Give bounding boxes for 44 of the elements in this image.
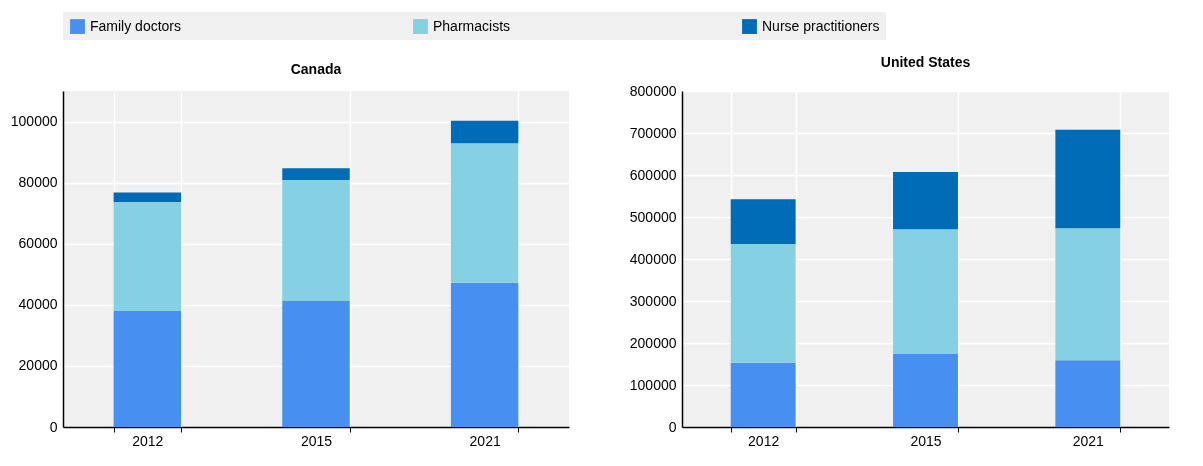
legend-label: Pharmacists [433,17,511,34]
bar [893,229,958,354]
x-tick-label: 2021 [1072,432,1105,449]
bar [893,353,958,427]
x-tick-label: 2021 [469,432,501,449]
bar [282,300,350,427]
y-tick-label: 600000 [629,166,677,183]
bar [1055,228,1121,361]
bar [730,362,796,427]
chart-title: United States [880,54,971,70]
bar [1055,129,1121,229]
legend-label: Nurse practitioners [762,17,880,34]
legend-label: Family doctors [90,17,182,34]
x-tick-label: 2012 [748,432,780,449]
y-tick-label: 300000 [629,292,677,309]
x-tick-label: 2015 [300,432,333,449]
bar [893,172,958,230]
x-tick-label: 2012 [132,432,164,449]
y-tick-label: 800000 [629,82,677,99]
bar [113,310,182,427]
y-tick-label: 500000 [629,208,677,225]
bar [282,168,350,180]
bar [730,199,796,244]
y-tick-label: 700000 [629,124,677,141]
chart-title: Canada [290,61,342,77]
bar [282,179,350,301]
y-tick-label: 0 [49,418,58,435]
y-tick-label: 80000 [18,174,58,191]
bar [113,192,182,202]
bar [450,282,519,427]
y-tick-label: 60000 [18,235,58,252]
bar [113,201,182,311]
bar [450,120,519,144]
y-tick-label: 20000 [18,357,58,374]
y-tick-label: 100000 [10,113,58,130]
x-tick-label: 2015 [910,432,942,449]
y-tick-label: 100000 [629,376,677,393]
bar [450,143,519,283]
y-tick-label: 400000 [629,250,677,267]
y-tick-label: 0 [668,418,677,435]
bar [1055,360,1121,427]
y-tick-label: 200000 [629,334,677,351]
bar [730,243,796,363]
y-tick-label: 40000 [18,296,58,313]
